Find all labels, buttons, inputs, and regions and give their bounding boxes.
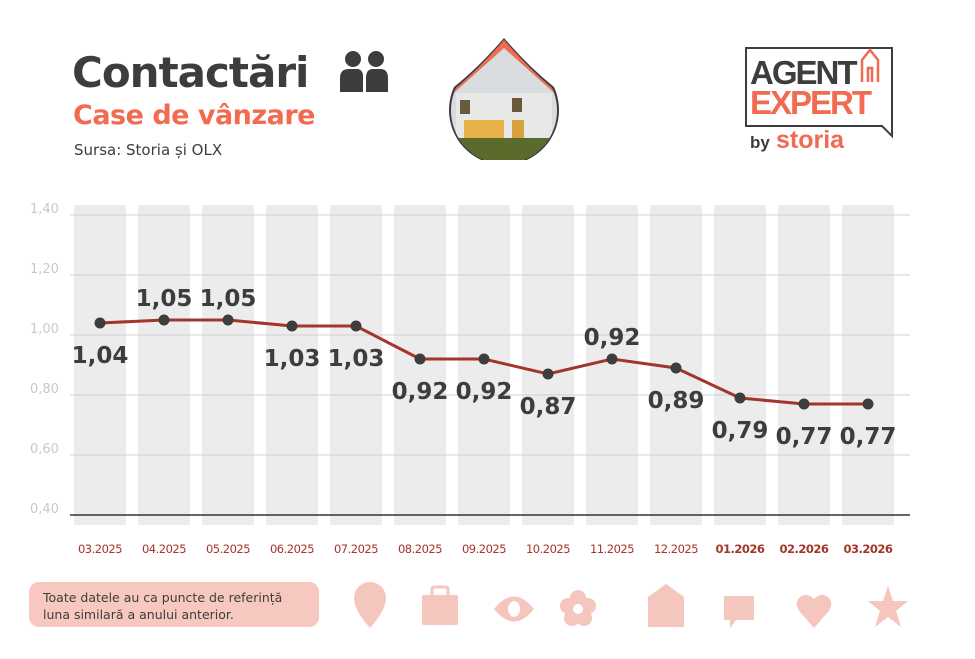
x-tick-label: 02.2026 <box>780 542 829 556</box>
data-label: 1,05 <box>200 286 257 312</box>
x-tick-label: 12.2025 <box>654 542 698 556</box>
svg-text:by: by <box>750 133 770 152</box>
note-line-1: Toate datele au ca puncte de referință <box>43 590 283 605</box>
decorative-icons <box>354 582 908 628</box>
eye-icon <box>494 596 534 622</box>
data-label: 1,03 <box>328 346 385 372</box>
source-text: Sursa: Storia și OLX <box>74 141 223 159</box>
column-band <box>778 205 830 525</box>
column-band <box>842 205 894 525</box>
data-point <box>414 353 426 365</box>
column-band <box>202 205 254 525</box>
x-tick-label: 11.2025 <box>590 542 634 556</box>
y-tick-label: 1,40 <box>30 202 59 217</box>
column-band <box>586 205 638 525</box>
data-label: 0,79 <box>712 418 769 444</box>
data-point <box>286 320 298 332</box>
page-title: Contactări <box>72 48 309 97</box>
page-subtitle: Case de vânzare <box>73 100 315 131</box>
svg-text:EXPERT: EXPERT <box>750 84 872 121</box>
data-point <box>798 398 810 410</box>
heart-icon <box>796 594 832 628</box>
y-tick-label: 0,40 <box>30 502 59 517</box>
y-tick-label: 0,60 <box>30 442 59 457</box>
data-label: 1,04 <box>72 343 129 369</box>
data-label: 0,92 <box>392 379 449 405</box>
svg-text:storia: storia <box>776 126 845 154</box>
house-photo <box>449 38 559 160</box>
reference-note: Toate datele au ca puncte de referință l… <box>29 582 319 627</box>
data-label: 0,89 <box>648 388 705 414</box>
data-point <box>542 368 554 380</box>
column-band <box>522 205 574 525</box>
data-point <box>94 317 106 329</box>
column-band <box>74 205 126 525</box>
data-point <box>222 314 234 326</box>
people-icon <box>340 51 388 92</box>
data-point <box>862 398 874 410</box>
svg-text:AGENT: AGENT <box>750 54 857 91</box>
data-label: 0,77 <box>840 424 897 450</box>
line-chart: 1,40 1,20 1,00 0,80 0,60 0,40 1,04 1,05 1,05 1,03… <box>30 202 910 556</box>
data-label: 1,03 <box>264 346 321 372</box>
y-tick-label: 1,00 <box>30 322 59 337</box>
x-tick-label: 03.2026 <box>844 542 893 556</box>
x-tick-label: 03.2025 <box>78 542 122 556</box>
data-label: 0,77 <box>776 424 833 450</box>
agent-expert-logo: AGENT EXPERT by storia <box>745 47 893 154</box>
data-point <box>670 362 682 374</box>
column-band <box>714 205 766 525</box>
data-label: 0,87 <box>520 394 577 420</box>
flower-icon <box>560 590 596 626</box>
house-icon <box>648 584 684 627</box>
column-band <box>394 205 446 525</box>
briefcase-icon <box>422 585 458 625</box>
data-label: 1,05 <box>136 286 193 312</box>
x-tick-label: 10.2025 <box>526 542 570 556</box>
pin-icon <box>354 582 386 628</box>
x-tick-label: 08.2025 <box>398 542 442 556</box>
chat-icon <box>724 596 754 628</box>
column-band <box>330 205 382 525</box>
y-tick-label: 0,80 <box>30 382 59 397</box>
data-point <box>734 392 746 404</box>
data-point <box>350 320 362 332</box>
column-band <box>138 205 190 525</box>
y-tick-label: 1,20 <box>30 262 59 277</box>
data-point <box>606 353 618 365</box>
data-point <box>478 353 490 365</box>
data-label: 0,92 <box>456 379 513 405</box>
x-tick-label: 06.2025 <box>270 542 314 556</box>
data-label: 0,92 <box>584 325 641 351</box>
x-tick-label: 05.2025 <box>206 542 250 556</box>
x-tick-label: 09.2025 <box>462 542 506 556</box>
column-band <box>266 205 318 525</box>
x-tick-label: 01.2026 <box>716 542 765 556</box>
x-tick-label: 04.2025 <box>142 542 186 556</box>
x-tick-label: 07.2025 <box>334 542 378 556</box>
column-band <box>458 205 510 525</box>
star-icon <box>868 586 908 627</box>
note-line-2: luna similară a anului anterior. <box>43 607 234 622</box>
data-point <box>158 314 170 326</box>
